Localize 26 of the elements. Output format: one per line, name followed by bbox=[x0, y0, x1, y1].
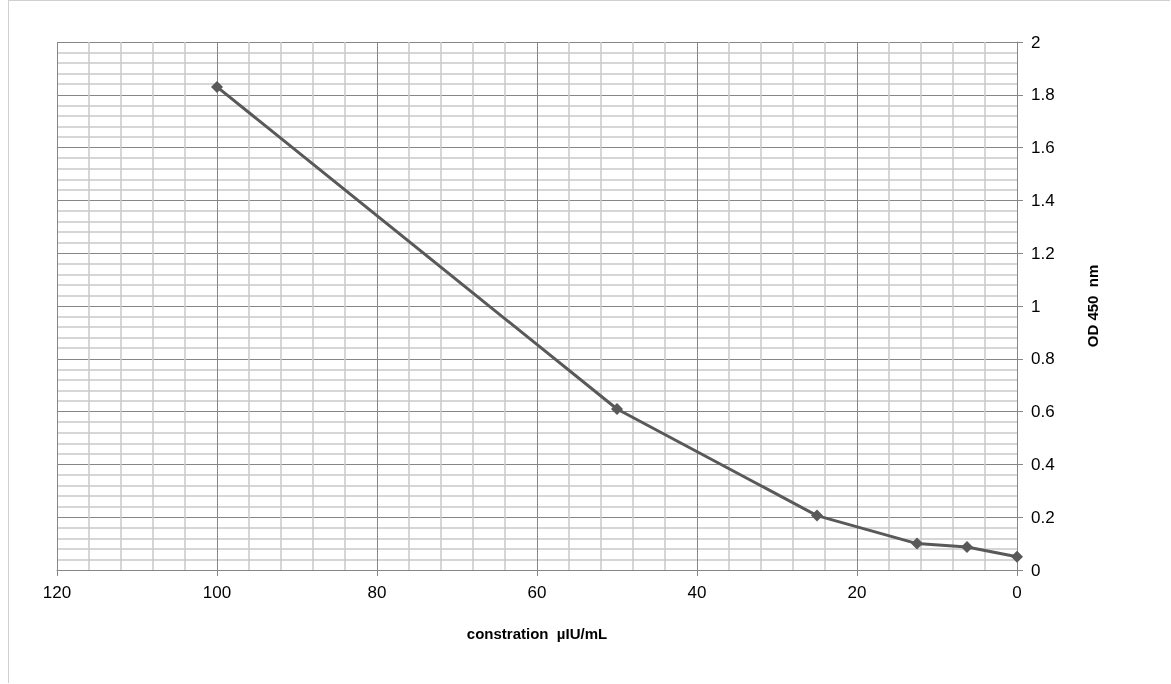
y-tick-label: 0.6 bbox=[1031, 402, 1055, 422]
y-tick-label: 0.8 bbox=[1031, 349, 1055, 369]
x-tick-label: 60 bbox=[527, 583, 547, 602]
point bbox=[961, 541, 973, 554]
y-tick-label: 1 bbox=[1031, 296, 1041, 316]
y-tick-label: 1.8 bbox=[1031, 85, 1055, 105]
point bbox=[611, 402, 623, 415]
y-tick-label: 0.2 bbox=[1031, 507, 1055, 527]
x-tick-label: 20 bbox=[847, 583, 867, 602]
x-tick-label: 0 bbox=[1012, 583, 1022, 602]
x-tick-label: 40 bbox=[687, 583, 707, 602]
y-tick-label: 2 bbox=[1031, 32, 1041, 52]
y-axis-title: OD 450 nm bbox=[1084, 264, 1101, 348]
x-tick-label: 100 bbox=[202, 583, 232, 602]
point bbox=[211, 80, 223, 93]
point bbox=[811, 509, 823, 522]
x-axis-title: constration µIU/mL bbox=[466, 625, 608, 642]
x-tick-label: 80 bbox=[367, 583, 387, 602]
y-tick-label: 1.2 bbox=[1031, 243, 1055, 263]
y-tick-label: 1.6 bbox=[1031, 138, 1055, 158]
point bbox=[911, 537, 923, 550]
y-tick-label: 1.4 bbox=[1031, 190, 1055, 210]
point bbox=[1011, 550, 1023, 563]
x-tick-label: 120 bbox=[42, 583, 72, 602]
y-tick-label: 0 bbox=[1031, 560, 1041, 580]
y-tick-label: 0.4 bbox=[1031, 454, 1055, 474]
